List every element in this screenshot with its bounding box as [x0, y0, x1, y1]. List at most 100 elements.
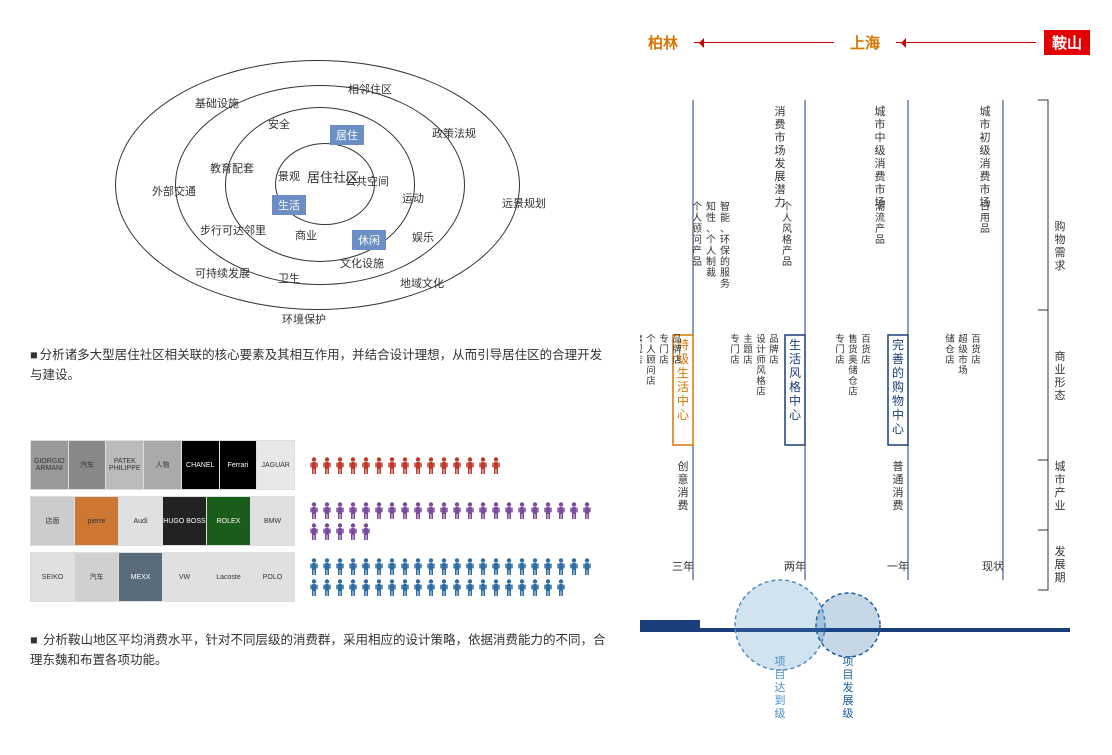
svg-text:完善的购物中心: 完善的购物中心	[892, 337, 904, 436]
person-icon	[349, 502, 357, 519]
svg-text:三年: 三年	[672, 559, 694, 573]
brand-section: GIORGIO ARMANI汽车PATEK PHILIPPE人物CHANELFe…	[30, 440, 610, 602]
person-icon	[323, 558, 331, 575]
person-icon	[310, 502, 318, 519]
svg-text:个人风格产品: 个人风格产品	[782, 201, 792, 268]
person-icon	[349, 457, 357, 474]
ring-label: 基础设施	[195, 95, 239, 111]
city-label: 上海	[842, 30, 888, 55]
concept-tag: 生活	[272, 195, 306, 215]
svg-text:专门店: 专门店	[730, 333, 740, 366]
brand-logo: Audi	[119, 497, 163, 545]
ring-label: 远景规划	[502, 195, 546, 211]
brand-logo: PATEK PHILIPPE	[106, 441, 144, 489]
person-icon	[323, 457, 331, 474]
svg-text:超级市场: 超级市场	[958, 333, 968, 377]
person-icon	[492, 502, 500, 519]
ring-label: 文化设施	[340, 255, 384, 271]
person-icon	[310, 523, 318, 540]
person-icon	[531, 502, 539, 519]
svg-text:品牌店: 品牌店	[769, 334, 779, 366]
person-icon	[388, 457, 396, 474]
person-icon	[401, 457, 409, 474]
person-icon	[349, 558, 357, 575]
person-icon	[362, 579, 370, 596]
person-icon	[466, 558, 474, 575]
person-icon	[479, 579, 487, 596]
person-icon	[336, 502, 344, 519]
ring-label: 教育配套	[210, 160, 254, 176]
svg-text:专门店: 专门店	[835, 333, 845, 366]
svg-text:城市产业: 城市产业	[1055, 460, 1066, 512]
person-icon	[557, 558, 565, 575]
person-icon	[440, 558, 448, 575]
person-icon	[492, 457, 500, 474]
svg-text:潮流产品: 潮流产品	[875, 200, 885, 246]
svg-text:智能、环保的服务: 智能、环保的服务	[720, 200, 730, 290]
svg-text:主题店: 主题店	[743, 333, 753, 366]
ring-label: 公共空间	[345, 173, 389, 189]
person-icon	[427, 502, 435, 519]
arrow-icon	[694, 42, 834, 43]
person-icon	[466, 502, 474, 519]
ring-label: 商业	[295, 227, 317, 243]
city-label: 柏林	[640, 30, 686, 55]
brand-logos: GIORGIO ARMANI汽车PATEK PHILIPPE人物CHANELFe…	[30, 440, 295, 490]
brand-logo: pierre	[75, 497, 119, 545]
ring-label: 可持续发展	[195, 265, 250, 281]
person-icon	[544, 502, 552, 519]
person-icon	[414, 579, 422, 596]
brand-logo: MEXX	[119, 553, 163, 601]
person-icon	[323, 523, 331, 540]
person-icon	[414, 502, 422, 519]
svg-text:两年: 两年	[784, 559, 806, 573]
person-icon	[557, 579, 565, 596]
brand-logos: 店面pierreAudiHUGO BOSSROLEXBMW	[30, 496, 295, 546]
person-icon	[427, 579, 435, 596]
person-icon	[531, 579, 539, 596]
ring-label: 相邻住区	[348, 81, 392, 97]
person-icon	[518, 579, 526, 596]
arrow-icon	[896, 42, 1036, 43]
ring-label: 安全	[268, 116, 290, 132]
person-icon	[414, 558, 422, 575]
person-icon	[401, 558, 409, 575]
svg-text:现状: 现状	[982, 559, 1004, 573]
concept-tag: 居住	[330, 125, 364, 145]
city-header: 柏林上海鞍山	[640, 30, 1090, 55]
svg-text:储仓店: 储仓店	[945, 333, 955, 366]
person-icon	[440, 457, 448, 474]
person-icon	[310, 579, 318, 596]
person-icon	[375, 457, 383, 474]
person-icon	[362, 558, 370, 575]
person-icon	[544, 579, 552, 596]
person-icon	[479, 502, 487, 519]
svg-text:百货店: 百货店	[971, 334, 981, 366]
person-icon	[440, 502, 448, 519]
person-icon	[388, 502, 396, 519]
person-icon	[323, 579, 331, 596]
brand-logo: CHANEL	[182, 441, 220, 489]
person-icon	[505, 502, 513, 519]
brand-logos: SEIKO汽车MEXXVWLacostePOLO	[30, 552, 295, 602]
person-icon	[505, 579, 513, 596]
person-icon	[531, 558, 539, 575]
ring-label: 娱乐	[412, 229, 434, 245]
svg-text:旗舰店: 旗舰店	[640, 333, 643, 366]
svg-text:专门店: 专门店	[659, 333, 669, 366]
person-icon	[492, 558, 500, 575]
concentric-diagram: 居住社区 居住生活休闲 安全景观公共空间运动商业娱乐文化设施卫生基础设施相邻住区…	[70, 25, 550, 320]
svg-text:购物需求: 购物需求	[1055, 219, 1066, 272]
svg-text:商业形态: 商业形态	[1055, 349, 1066, 402]
person-icon	[544, 558, 552, 575]
brand-logo: 汽车	[75, 553, 119, 601]
person-icon	[453, 558, 461, 575]
svg-text:项目达到级别: 项目达到级别	[775, 655, 786, 720]
person-icon	[362, 502, 370, 519]
ring-label: 外部交通	[152, 183, 196, 199]
person-icon	[570, 558, 578, 575]
svg-text:项目发展级别: 项目发展级别	[843, 655, 854, 720]
person-icon	[349, 523, 357, 540]
person-icon	[310, 558, 318, 575]
people-group	[310, 502, 600, 540]
